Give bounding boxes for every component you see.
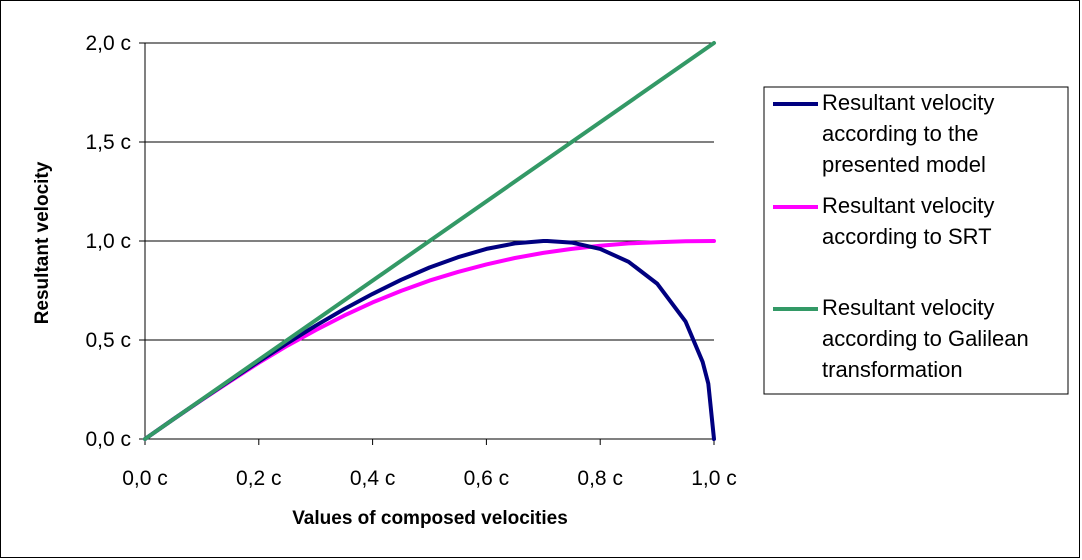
legend: Resultant velocity according to the presen… xyxy=(763,86,1069,395)
x-tick-label-1: 0,2 c xyxy=(236,467,282,490)
y-tick-label-2: 1,0 c xyxy=(85,230,131,253)
y-tick-label-0: 0,0 c xyxy=(85,428,131,451)
y-tick-label-4: 2,0 c xyxy=(85,32,131,55)
legend-label-0-0: Resultant velocity xyxy=(822,90,994,115)
x-tick-labels: 0,0 c 0,2 c 0,4 c 0,6 c 0,8 c 1,0 c xyxy=(122,467,737,490)
legend-label-2-1: according to Galilean xyxy=(822,326,1029,351)
x-tick-label-4: 0,8 c xyxy=(577,467,623,490)
x-tick-label-0: 0,0 c xyxy=(122,467,168,490)
legend-label-0-2: presented model xyxy=(822,152,986,177)
x-tick-label-3: 0,6 c xyxy=(464,467,510,490)
legend-label-2-0: Resultant velocity xyxy=(822,295,994,320)
y-tick-label-3: 1,5 c xyxy=(85,131,131,154)
grid-lines xyxy=(145,42,714,341)
x-tick-label-2: 0,4 c xyxy=(350,467,396,490)
legend-label-1-0: Resultant velocity xyxy=(822,193,994,218)
y-axis-label: Resultant velocity xyxy=(32,161,53,324)
legend-label-1-1: according to SRT xyxy=(822,224,992,249)
legend-label-2-2: transformation xyxy=(822,357,963,382)
legend-box xyxy=(763,86,1069,395)
x-tick-label-5: 1,0 c xyxy=(691,467,737,490)
legend-label-0-1: according to the xyxy=(822,121,979,146)
x-axis-label: Values of composed velocities xyxy=(292,508,568,529)
y-tick-label-1: 0,5 c xyxy=(85,329,131,352)
series-line-2 xyxy=(143,41,716,441)
y-tick-labels: 0,0 c 0,5 c 1,0 c 1,5 c 2,0 c xyxy=(85,32,131,451)
series-lines xyxy=(143,41,716,441)
